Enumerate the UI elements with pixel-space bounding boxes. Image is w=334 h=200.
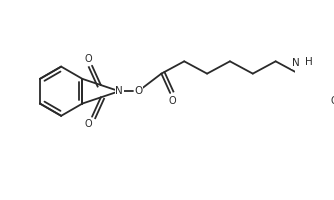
Text: O: O	[85, 119, 92, 129]
Text: O: O	[134, 86, 143, 96]
Text: O: O	[85, 54, 92, 64]
Text: O: O	[331, 96, 334, 106]
Text: N: N	[115, 86, 123, 96]
Text: H: H	[305, 57, 312, 67]
Text: O: O	[168, 96, 176, 106]
Text: N: N	[292, 58, 299, 68]
